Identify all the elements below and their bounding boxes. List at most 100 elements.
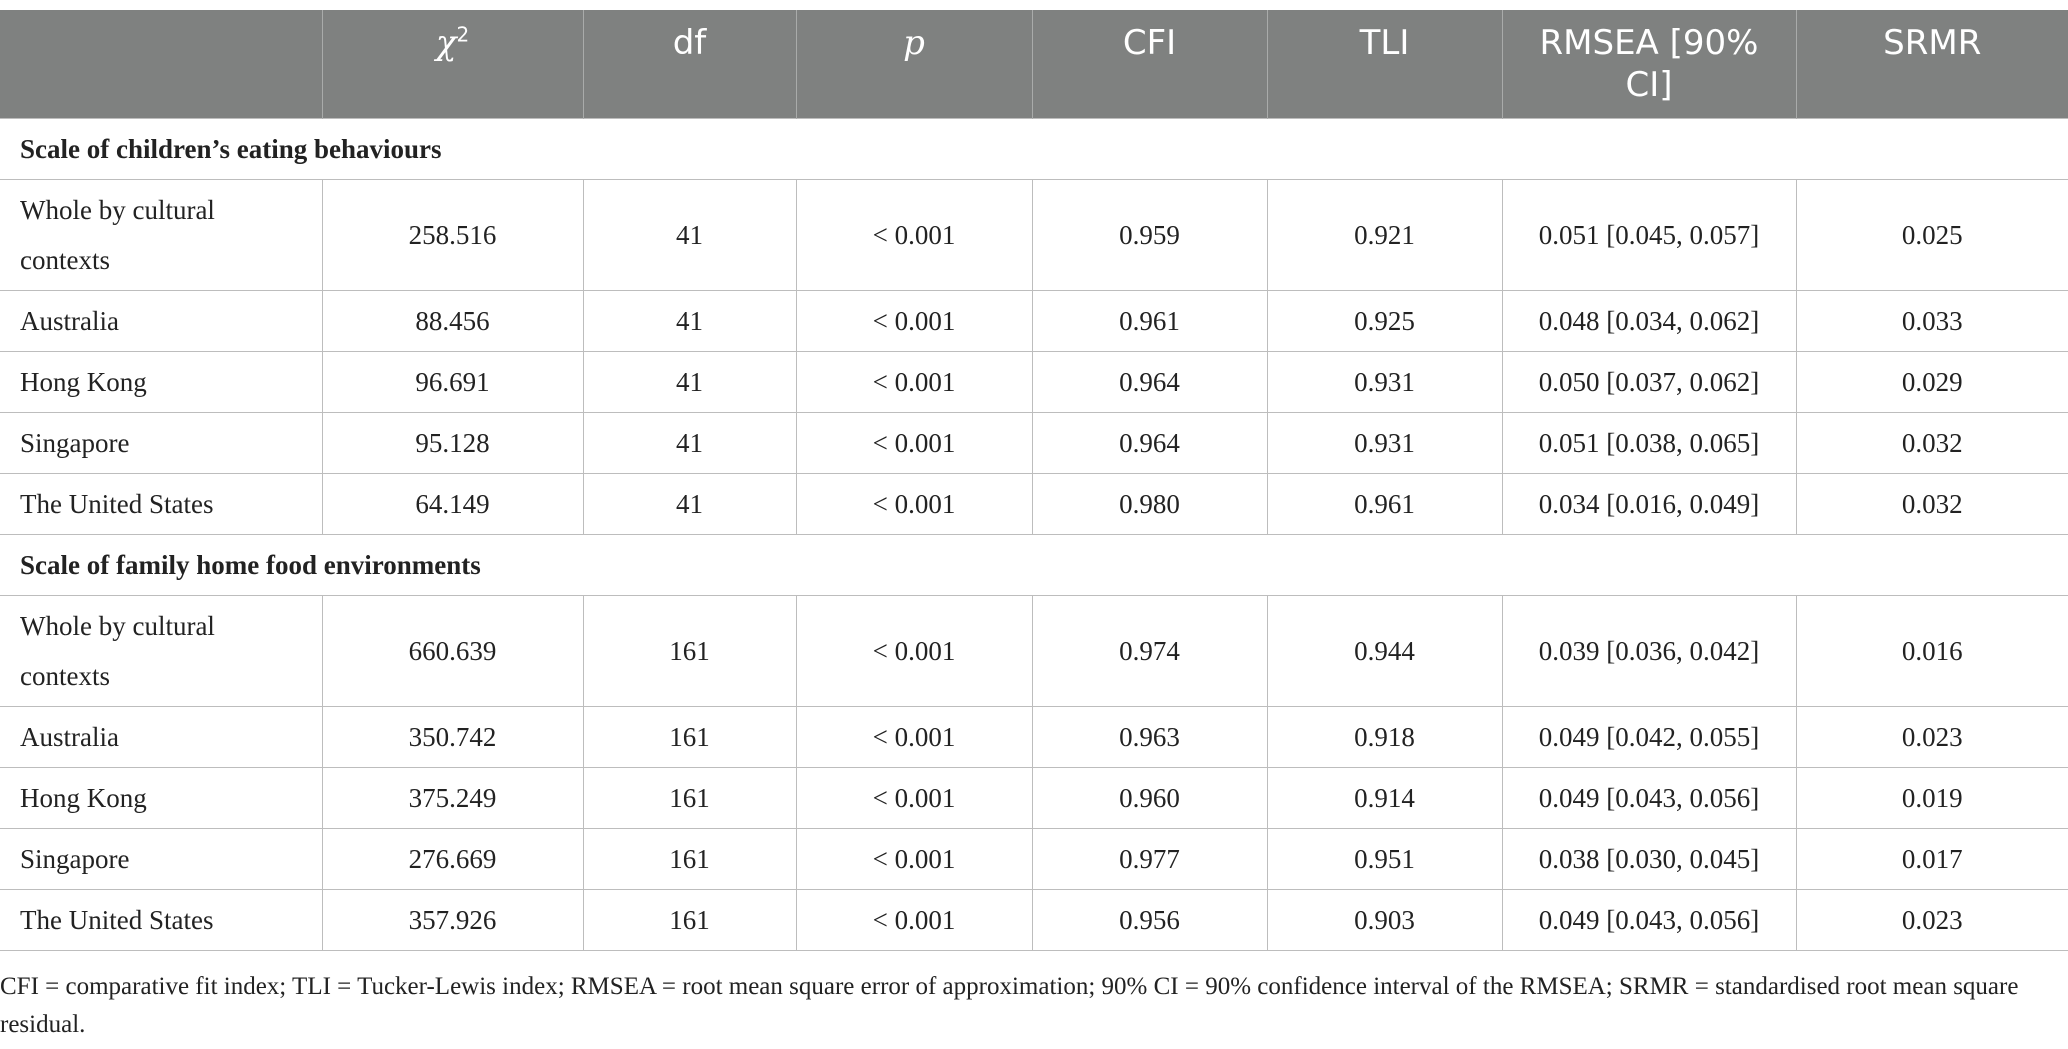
- table-row: Whole by cultural contexts 258.516 41 < 0.0…: [0, 178, 2068, 291]
- cell-df: 41: [582, 472, 797, 535]
- cell-cfi: 0.980: [1031, 472, 1268, 535]
- cell-srmr: 0.029: [1795, 350, 2068, 413]
- cell-cfi: 0.964: [1031, 350, 1268, 413]
- cell-p: < 0.001: [795, 888, 1033, 951]
- cell-srmr: 0.032: [1795, 472, 2068, 535]
- row-label: Singapore: [0, 827, 323, 890]
- cell-df: 161: [582, 705, 797, 768]
- cell-rmsea: 0.051 [0.038, 0.065]: [1501, 411, 1797, 474]
- cell-cfi: 0.960: [1031, 766, 1268, 829]
- chi-symbol: χ: [435, 23, 457, 63]
- cell-srmr: 0.023: [1795, 888, 2068, 951]
- cell-srmr: 0.032: [1795, 411, 2068, 474]
- cell-srmr: 0.019: [1795, 766, 2068, 829]
- row-label: Whole by cultural contexts: [0, 594, 323, 707]
- cell-srmr: 0.025: [1795, 178, 2068, 291]
- cell-df: 41: [582, 289, 797, 352]
- cell-df: 161: [582, 827, 797, 890]
- table-row: Australia 350.742 161 < 0.001 0.963 0.918 0.04…: [0, 705, 2068, 768]
- cell-cfi: 0.963: [1031, 705, 1268, 768]
- cell-tli: 0.931: [1266, 350, 1503, 413]
- header-tli: TLI: [1266, 10, 1502, 118]
- cell-tli: 0.961: [1266, 472, 1503, 535]
- row-label: The United States: [0, 472, 323, 535]
- header-rmsea: RMSEA [90% CI]: [1501, 10, 1796, 118]
- cell-tli: 0.944: [1266, 594, 1503, 707]
- row-label: Australia: [0, 705, 323, 768]
- table-body: Scale of children’s eating behaviours Who…: [0, 117, 2068, 951]
- cell-srmr: 0.016: [1795, 594, 2068, 707]
- cell-rmsea: 0.048 [0.034, 0.062]: [1501, 289, 1797, 352]
- cell-rmsea: 0.049 [0.042, 0.055]: [1501, 705, 1797, 768]
- cell-p: < 0.001: [795, 411, 1033, 474]
- cell-tli: 0.931: [1266, 411, 1503, 474]
- cell-tli: 0.921: [1266, 178, 1503, 291]
- table-row: Whole by cultural contexts 660.639 161 < 0.…: [0, 594, 2068, 707]
- cell-chi2: 258.516: [321, 178, 584, 291]
- cell-p: < 0.001: [795, 766, 1033, 829]
- cell-df: 161: [582, 594, 797, 707]
- cell-p: < 0.001: [795, 472, 1033, 535]
- header-label: [0, 10, 322, 118]
- cell-rmsea: 0.050 [0.037, 0.062]: [1501, 350, 1797, 413]
- cell-df: 161: [582, 766, 797, 829]
- table-row: Singapore 276.669 161 < 0.001 0.977 0.951 0.03…: [0, 827, 2068, 890]
- cell-srmr: 0.023: [1795, 705, 2068, 768]
- cell-tli: 0.914: [1266, 766, 1503, 829]
- cell-rmsea: 0.034 [0.016, 0.049]: [1501, 472, 1797, 535]
- cell-srmr: 0.033: [1795, 289, 2068, 352]
- cell-srmr: 0.017: [1795, 827, 2068, 890]
- cell-chi2: 88.456: [321, 289, 584, 352]
- cell-tli: 0.918: [1266, 705, 1503, 768]
- cell-cfi: 0.974: [1031, 594, 1268, 707]
- table-row: Hong Kong 375.249 161 < 0.001 0.960 0.914 0.04…: [0, 766, 2068, 829]
- chi-superscript: 2: [456, 22, 470, 47]
- cell-chi2: 375.249: [321, 766, 584, 829]
- row-label: Hong Kong: [0, 350, 323, 413]
- cell-rmsea: 0.038 [0.030, 0.045]: [1501, 827, 1797, 890]
- table-row: Australia 88.456 41 < 0.001 0.961 0.925 0.048 …: [0, 289, 2068, 352]
- cell-tli: 0.951: [1266, 827, 1503, 890]
- cell-chi2: 357.926: [321, 888, 584, 951]
- cell-rmsea: 0.049 [0.043, 0.056]: [1501, 888, 1797, 951]
- header-row: χ2 df p CFI TLI RMSEA [90% CI] SRMR: [0, 10, 2068, 118]
- cell-df: 41: [582, 411, 797, 474]
- cell-cfi: 0.961: [1031, 289, 1268, 352]
- cell-p: < 0.001: [795, 178, 1033, 291]
- table-footnote: CFI = comparative fit index; TLI = Tucke…: [0, 973, 2019, 1038]
- cell-chi2: 350.742: [321, 705, 584, 768]
- cell-df: 161: [582, 888, 797, 951]
- cell-p: < 0.001: [795, 350, 1033, 413]
- cell-cfi: 0.977: [1031, 827, 1268, 890]
- cell-tli: 0.925: [1266, 289, 1503, 352]
- section-title: Scale of children’s eating behaviours: [0, 117, 2068, 180]
- header-srmr: SRMR: [1795, 10, 2068, 118]
- row-label: The United States: [0, 888, 323, 951]
- cell-p: < 0.001: [795, 289, 1033, 352]
- table-row: Singapore 95.128 41 < 0.001 0.964 0.931 0.051 …: [0, 411, 2068, 474]
- header-chi-square: χ2: [321, 10, 583, 118]
- p-symbol: p: [903, 23, 925, 63]
- section-header-row: Scale of family home food environments: [0, 533, 2068, 596]
- cell-df: 41: [582, 350, 797, 413]
- row-label: Hong Kong: [0, 766, 323, 829]
- cell-chi2: 95.128: [321, 411, 584, 474]
- cell-rmsea: 0.039 [0.036, 0.042]: [1501, 594, 1797, 707]
- cell-p: < 0.001: [795, 705, 1033, 768]
- cell-rmsea: 0.051 [0.045, 0.057]: [1501, 178, 1797, 291]
- cell-p: < 0.001: [795, 827, 1033, 890]
- cell-tli: 0.903: [1266, 888, 1503, 951]
- cell-chi2: 96.691: [321, 350, 584, 413]
- row-label: Australia: [0, 289, 323, 352]
- table-row: The United States 64.149 41 < 0.001 0.980 0.9…: [0, 472, 2068, 535]
- table-row: Hong Kong 96.691 41 < 0.001 0.964 0.931 0.050 …: [0, 350, 2068, 413]
- row-label: Singapore: [0, 411, 323, 474]
- cell-cfi: 0.964: [1031, 411, 1268, 474]
- cell-rmsea: 0.049 [0.043, 0.056]: [1501, 766, 1797, 829]
- fit-indices-table: χ2 df p CFI TLI RMSEA [90% CI] SRMR Scal…: [0, 10, 2068, 951]
- cell-chi2: 64.149: [321, 472, 584, 535]
- header-df: df: [582, 10, 796, 118]
- header-p: p: [795, 10, 1032, 118]
- cell-cfi: 0.956: [1031, 888, 1268, 951]
- section-title: Scale of family home food environments: [0, 533, 2068, 596]
